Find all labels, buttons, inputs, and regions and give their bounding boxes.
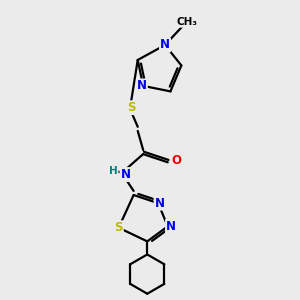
Text: CH₃: CH₃ xyxy=(176,17,197,27)
Text: S: S xyxy=(114,221,123,234)
Text: N: N xyxy=(166,220,176,233)
Text: N: N xyxy=(137,80,147,92)
Text: H: H xyxy=(109,166,118,176)
Text: O: O xyxy=(171,154,181,167)
Text: S: S xyxy=(127,101,135,114)
Text: N: N xyxy=(121,168,130,181)
Text: N: N xyxy=(154,197,164,210)
Text: N: N xyxy=(160,38,170,52)
